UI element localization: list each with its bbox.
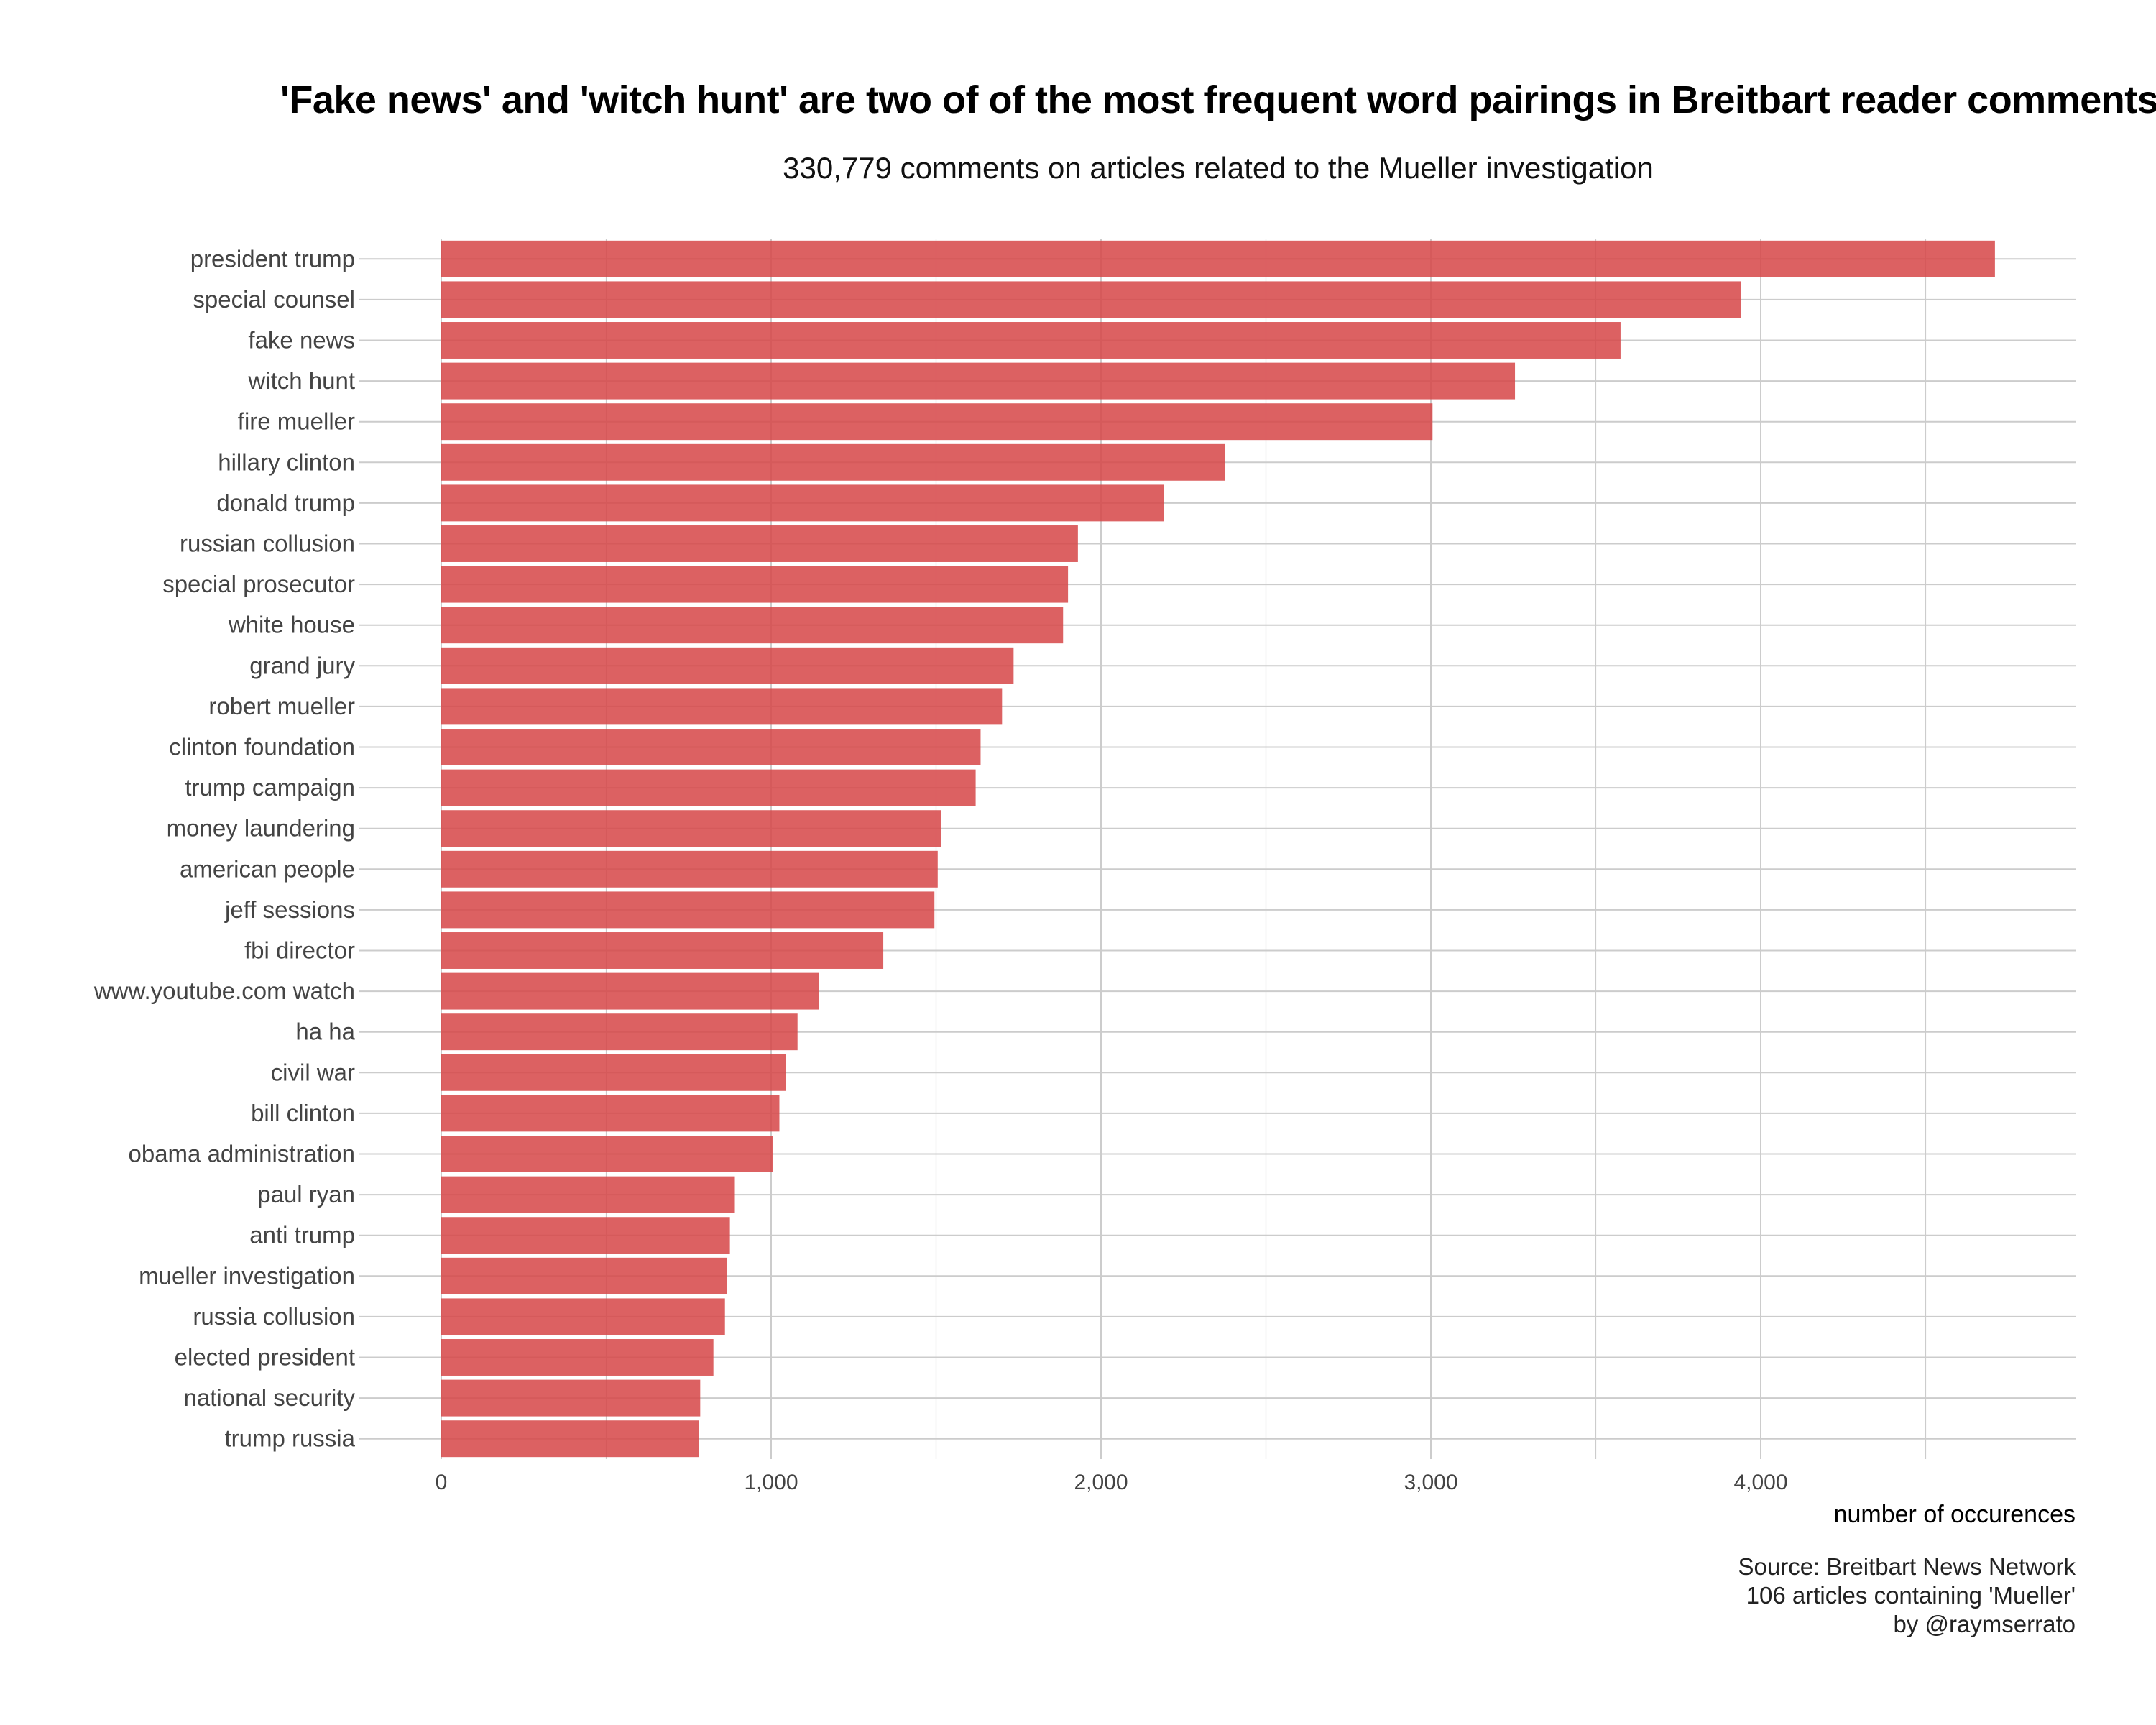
bar-president-trump [441, 240, 1995, 277]
y-axis-label: fire mueller [238, 408, 355, 435]
bar-russian-collusion [441, 525, 1078, 562]
y-axis-label: trump russia [224, 1425, 355, 1452]
chart-subtitle: 330,779 comments on articles related to … [783, 151, 1654, 185]
y-axis-label: national security [184, 1384, 356, 1411]
y-axis-label: clinton foundation [169, 734, 355, 760]
bar-russia-collusion [441, 1298, 725, 1335]
bar-hillary-clinton [441, 443, 1225, 481]
bar-obama-administration [441, 1136, 773, 1172]
bar-fake-news [441, 322, 1621, 359]
bar-american-people [441, 850, 938, 888]
bar-ha-ha [441, 1013, 798, 1051]
x-tick-label: 3,000 [1404, 1471, 1457, 1494]
y-axis-label: witch hunt [247, 367, 355, 394]
y-axis-label: russia collusion [193, 1303, 355, 1330]
y-axis-label: white house [228, 612, 355, 638]
bar-civil-war [441, 1054, 786, 1091]
y-axis-label: hillary clinton [218, 448, 355, 475]
bar-fbi-director [441, 932, 884, 969]
bar-national-security [441, 1379, 701, 1417]
bar-trump-campaign [441, 769, 976, 806]
y-axis-label: anti trump [249, 1222, 355, 1248]
y-axis-label: paul ryan [257, 1181, 355, 1208]
bar-mueller-investigation [441, 1257, 727, 1294]
y-axis-label: elected president [175, 1344, 355, 1371]
bar-money-laundering [441, 810, 941, 847]
y-axis-label: robert mueller [208, 693, 355, 719]
y-axis-label: special prosecutor [162, 571, 355, 597]
y-axis-label: money laundering [167, 815, 355, 842]
bar-paul-ryan [441, 1176, 735, 1213]
bar-anti-trump [441, 1217, 730, 1254]
bar-donald-trump [441, 484, 1164, 522]
y-axis-label: civil war [271, 1059, 355, 1085]
y-axis-label: american people [180, 855, 355, 882]
y-axis-labels: president trump special counsel fake news w… [93, 245, 356, 1451]
bar-www-youtube-com-watch [441, 972, 819, 1010]
y-axis-label: russian collusion [180, 530, 355, 557]
y-axis-label: donald trump [216, 489, 355, 516]
caption: Source: Breitbart News Network 106 artic… [1738, 1552, 2076, 1639]
bar-grand-jury [441, 647, 1014, 684]
chart-title: 'Fake news' and 'witch hunt' are two of … [280, 78, 2156, 121]
y-axis-label: fbi director [244, 937, 355, 964]
bar-bill-clinton [441, 1095, 780, 1132]
x-tick-label: 2,000 [1074, 1471, 1128, 1494]
x-tick-label: 1,000 [744, 1471, 798, 1494]
bar-robert-mueller [441, 688, 1003, 725]
y-axis-label: jeff sessions [224, 896, 355, 923]
y-axis-label: bill clinton [251, 1100, 355, 1126]
x-tick-label: 0 [436, 1471, 448, 1494]
x-tick-label: 4,000 [1733, 1471, 1787, 1494]
y-axis-label: www.youtube.com watch [93, 978, 355, 1004]
bar-trump-russia [441, 1420, 699, 1458]
y-axis-label: special counsel [193, 286, 355, 313]
bar-white-house [441, 607, 1064, 644]
bar-witch-hunt [441, 362, 1516, 400]
y-axis-label: mueller investigation [139, 1262, 355, 1289]
bar-special-counsel [441, 281, 1741, 318]
y-axis-label: fake news [248, 327, 355, 354]
bar-clinton-foundation [441, 729, 981, 765]
bars [441, 240, 1995, 1458]
y-axis-label: grand jury [249, 652, 355, 678]
y-axis-label: trump campaign [185, 774, 355, 801]
y-axis-label: ha ha [295, 1018, 355, 1045]
x-axis-ticks: 0 1,000 2,000 3,000 4,000 [436, 1471, 1788, 1494]
caption-articles: 106 articles containing 'Mueller' [1746, 1582, 2076, 1609]
bar-special-prosecutor [441, 566, 1069, 603]
x-axis-title: number of occurences [1833, 1501, 2076, 1528]
bar-jeff-sessions [441, 891, 935, 929]
caption-author: by @raymserrato [1893, 1611, 2076, 1637]
bar-fire-mueller [441, 403, 1433, 441]
bar-elected-president [441, 1339, 714, 1376]
y-axis-label: obama administration [129, 1141, 356, 1167]
y-axis-label: president trump [190, 245, 355, 272]
caption-source: Source: Breitbart News Network [1738, 1553, 2076, 1580]
